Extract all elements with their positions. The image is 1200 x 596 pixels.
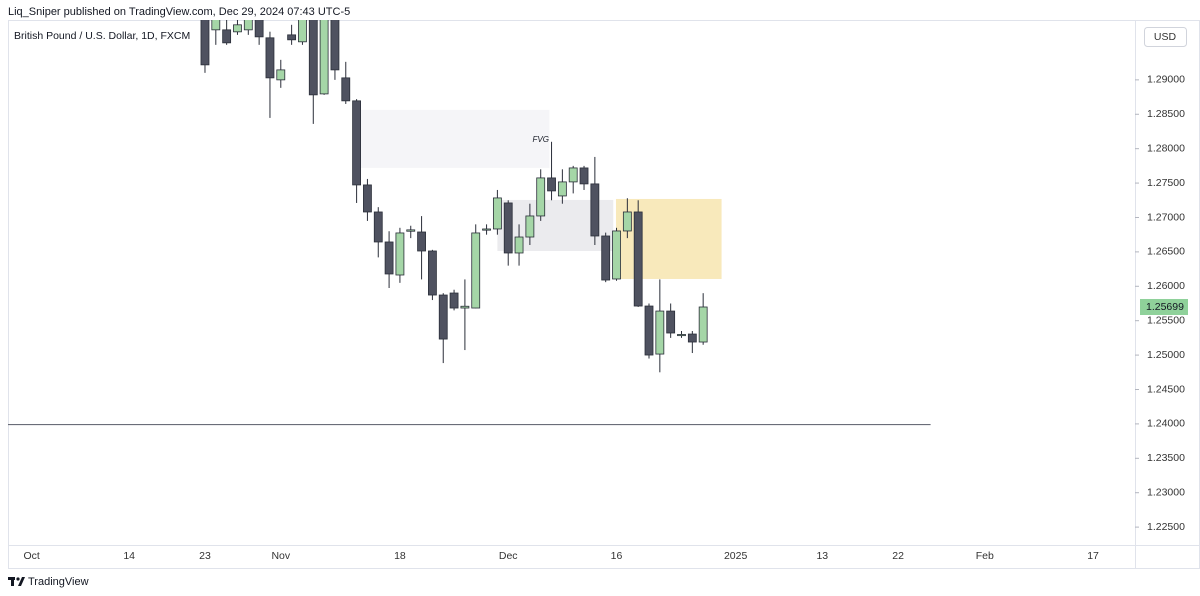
candle-body [200, 20, 210, 66]
currency-box[interactable] [1144, 27, 1187, 47]
candle-body [525, 215, 535, 238]
publisher-note: Liq_Sniper published on TradingView.com,… [8, 6, 350, 18]
candle-body [211, 20, 221, 31]
candle-body [471, 232, 481, 309]
candle-body [363, 184, 372, 213]
candle-body [308, 20, 318, 96]
y-tick-label: 1.26500 [1147, 246, 1185, 258]
chart-frame [8, 20, 1200, 569]
candle-body [298, 20, 307, 43]
candle-body [644, 305, 654, 356]
candle-body [330, 20, 340, 71]
candle-body [590, 183, 600, 237]
candle-body [384, 241, 394, 275]
candle-body [287, 34, 297, 41]
candle-body [492, 197, 502, 230]
candle-body [677, 334, 686, 337]
y-tick-label: 1.24000 [1147, 418, 1185, 430]
candle-body [698, 306, 708, 343]
candle-body [449, 292, 459, 309]
y-tick-label: 1.23000 [1147, 486, 1185, 498]
candle-body [514, 236, 524, 254]
candle-body [233, 24, 242, 33]
last-price-label: 1.25699 [1146, 301, 1184, 313]
candle-body [547, 177, 556, 192]
tradingview-logo [8, 577, 25, 586]
candle-body [254, 20, 264, 38]
y-tick-label: 1.22500 [1147, 521, 1185, 533]
candle-body [536, 177, 546, 217]
x-tick-label: Nov [271, 550, 290, 562]
candle-body [666, 310, 676, 334]
candle-body [655, 310, 665, 355]
y-tick-label: 1.27500 [1147, 177, 1185, 189]
y-tick-label: 1.28500 [1147, 108, 1185, 120]
candle-body [222, 29, 232, 44]
candle-body [428, 250, 437, 296]
candle-body [265, 37, 275, 79]
y-tick-label: 1.29000 [1147, 74, 1185, 86]
y-tick-label: 1.25500 [1147, 314, 1185, 326]
price-zone [360, 109, 550, 168]
x-tick-label: 17 [1087, 550, 1099, 562]
x-tick-label: 22 [892, 550, 904, 562]
symbol-title: British Pound / U.S. Dollar, 1D, FXCM [14, 30, 190, 42]
candle-body [622, 211, 632, 232]
last-price-box [1140, 298, 1188, 315]
candle-body [438, 294, 448, 340]
candle-body [417, 231, 426, 252]
candle-body [319, 20, 329, 95]
candle-body [579, 167, 589, 185]
currency-label: USD [1154, 31, 1177, 43]
brand: TradingView [28, 576, 89, 588]
candle-body [687, 333, 697, 343]
candle-body [460, 305, 470, 309]
price-zone [615, 198, 722, 279]
x-tick-label: 14 [123, 550, 135, 562]
candle-body [406, 229, 416, 232]
candle-body [633, 211, 643, 307]
plot-area: FVG [8, 20, 931, 426]
x-tick-label: Dec [499, 550, 518, 562]
x-tick-label: Feb [976, 550, 994, 562]
x-tick-label: 23 [199, 550, 211, 562]
candle-body [243, 20, 253, 31]
candle-body [568, 167, 578, 183]
candle-body [341, 77, 351, 102]
candle-body [352, 100, 362, 186]
candle-body [503, 202, 513, 254]
y-tick-label: 1.24500 [1147, 383, 1185, 395]
candle-body [276, 69, 286, 81]
x-tick-label: 2025 [724, 550, 748, 562]
x-tick-label: 18 [394, 550, 406, 562]
x-tick-label: 16 [611, 550, 623, 562]
y-tick-label: 1.25000 [1147, 349, 1185, 361]
candle-body [557, 181, 567, 197]
candle-body [612, 230, 621, 280]
y-tick-label: 1.27000 [1147, 211, 1185, 223]
y-tick-label: 1.28000 [1147, 142, 1185, 154]
x-tick-label: 13 [816, 550, 828, 562]
x-tick-label: Oct [24, 550, 40, 562]
candle-body [601, 235, 611, 281]
y-tick-label: 1.26000 [1147, 280, 1185, 292]
annotation: FVG [532, 135, 548, 144]
candle-body [482, 228, 491, 231]
y-tick-label: 1.23500 [1147, 452, 1185, 464]
candle-body [395, 232, 405, 276]
candle-body [373, 211, 383, 243]
